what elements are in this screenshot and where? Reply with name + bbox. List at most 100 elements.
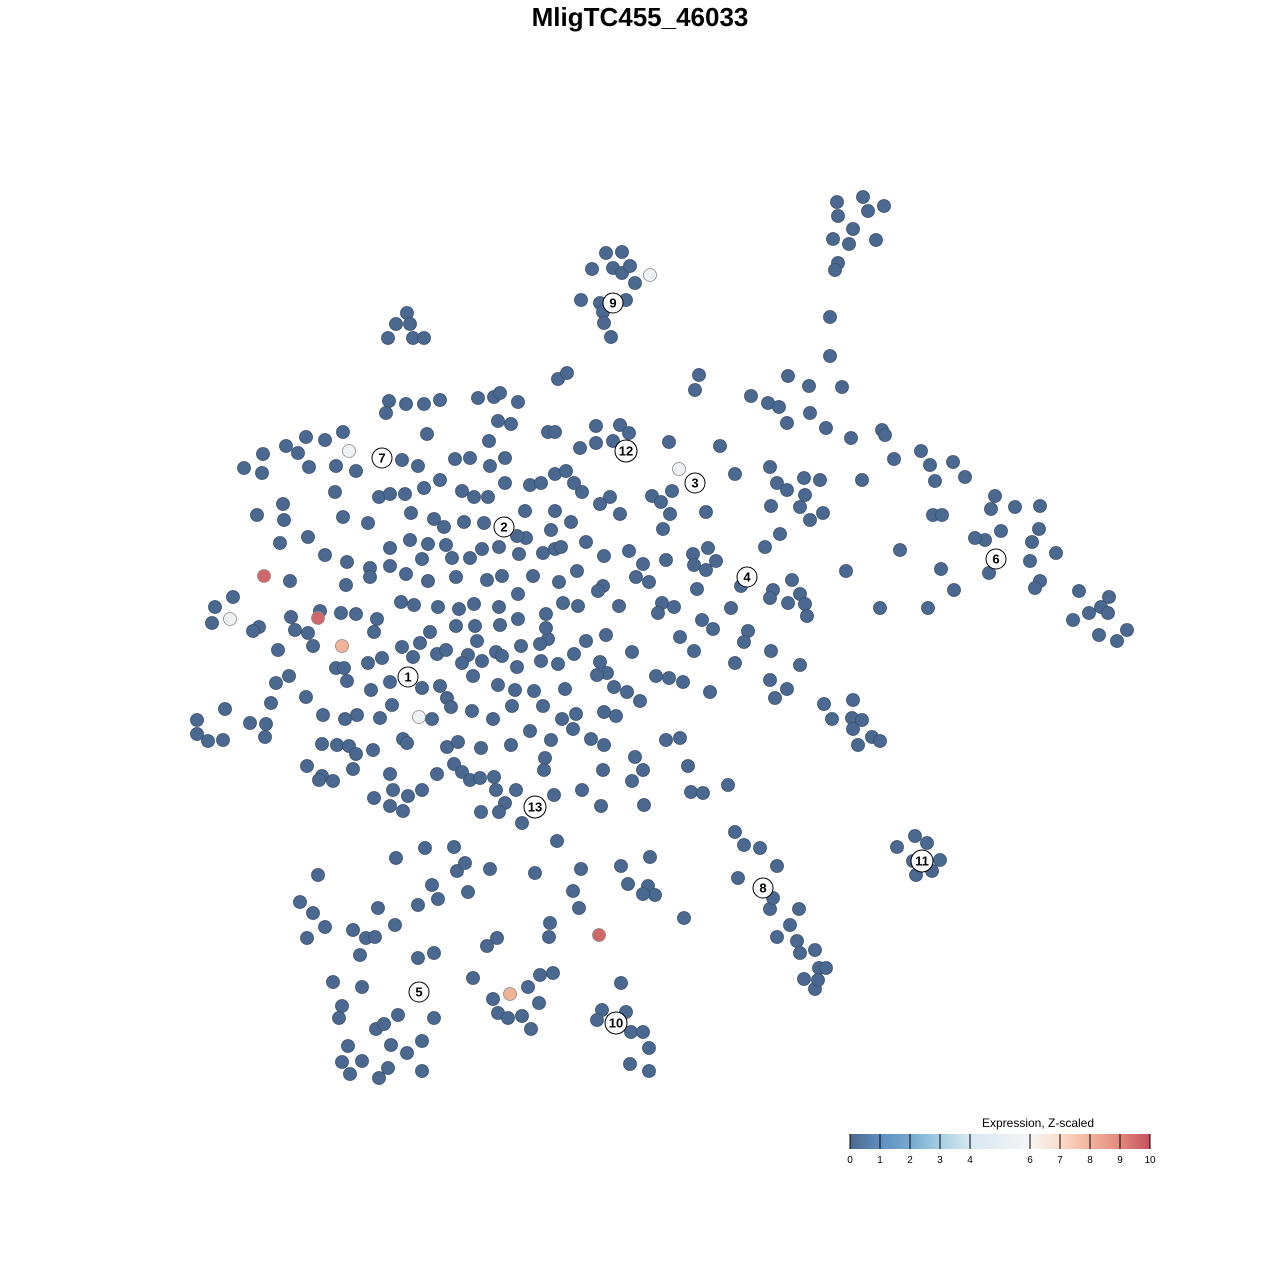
data-point [389,851,403,865]
data-point [835,380,849,394]
data-point [515,816,529,830]
cluster-label: 13 [523,795,547,819]
data-point [439,643,453,657]
data-point [803,513,817,527]
data-point [753,841,767,855]
data-point [381,331,395,345]
data-point [808,943,822,957]
data-point [346,923,360,937]
data-point [811,973,825,987]
data-point [625,774,639,788]
data-point [205,616,219,630]
legend-tick-label: 4 [967,1155,973,1166]
data-point [622,426,636,440]
data-point [237,461,251,475]
data-point [968,531,982,545]
data-point [523,724,537,738]
data-point [575,485,589,499]
data-point [597,549,611,563]
data-point [758,540,772,554]
data-point [817,697,831,711]
data-point [511,587,525,601]
data-point [877,199,891,213]
data-point [534,476,548,490]
data-point [893,543,907,557]
data-point [642,1064,656,1078]
expressed-data-point [412,710,426,724]
data-point [1072,584,1086,598]
data-point [467,597,481,611]
data-point [483,862,497,876]
data-point [544,523,558,537]
data-point [1101,606,1115,620]
data-point [546,966,560,980]
data-point [383,541,397,555]
data-point [908,829,922,843]
data-point [823,310,837,324]
data-point [423,625,437,639]
expressed-data-point [672,462,686,476]
cluster-label: 11 [910,849,934,873]
data-point [589,436,603,450]
data-point [994,524,1008,538]
data-point [273,536,287,550]
data-point [437,520,451,534]
data-point [536,699,550,713]
data-point [579,634,593,648]
data-point [338,712,352,726]
data-point [673,630,687,644]
data-point [846,722,860,736]
data-point [306,906,320,920]
data-point [560,366,574,380]
data-point [958,470,972,484]
data-point [878,428,892,442]
data-point [770,859,784,873]
data-point [382,394,396,408]
data-point [728,467,742,481]
data-point [364,683,378,697]
data-point [329,459,343,473]
data-point [566,884,580,898]
data-point [455,484,469,498]
cluster-label-text: 10 [609,1016,623,1031]
data-point [803,406,817,420]
data-point [709,554,723,568]
data-point [452,602,466,616]
data-point [830,195,844,209]
data-point [636,557,650,571]
cluster-label-text: 2 [500,520,507,535]
data-point [299,430,313,444]
data-point [461,885,475,899]
data-point [448,452,462,466]
data-point [846,693,860,707]
data-point [415,783,429,797]
data-point [398,487,412,501]
data-point [367,625,381,639]
data-point [780,682,794,696]
data-point [343,1067,357,1081]
data-point [363,570,377,584]
legend-tick-label: 2 [907,1155,913,1166]
data-point [482,434,496,448]
data-point [492,540,506,554]
data-point [255,466,269,480]
data-point [793,500,807,514]
data-point [246,624,260,638]
data-point [819,961,833,975]
cluster-label: 3 [684,472,706,494]
data-point [855,713,869,727]
data-point [873,601,887,615]
data-point [599,628,613,642]
data-point [823,349,837,363]
data-point [375,651,389,665]
cluster-label-badge [684,472,706,494]
data-point [370,612,384,626]
data-point [474,741,488,755]
data-point [401,789,415,803]
data-point [559,464,573,478]
data-point [934,562,948,576]
data-point [493,386,507,400]
data-point [505,699,519,713]
